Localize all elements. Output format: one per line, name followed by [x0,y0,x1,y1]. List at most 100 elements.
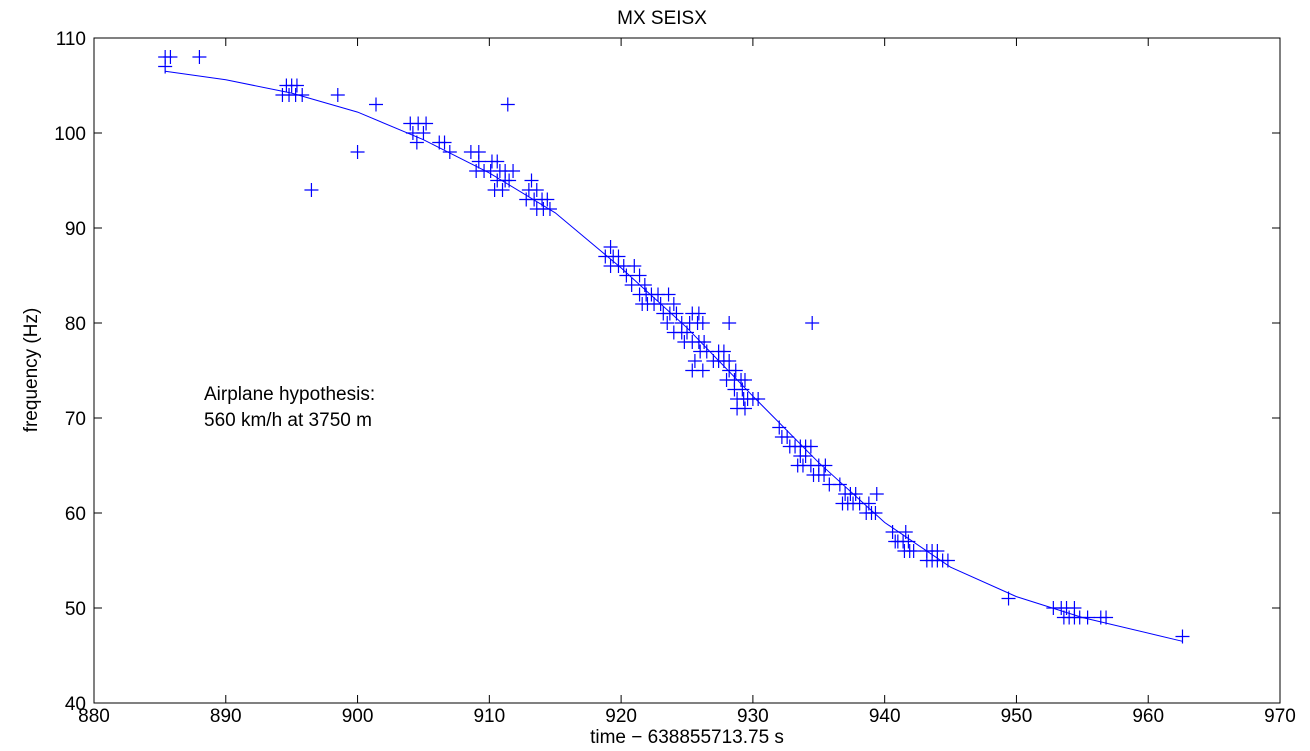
data-point [275,88,290,102]
y-tick-label: 60 [65,504,86,525]
x-tick-label: 880 [78,706,110,727]
data-point [490,154,505,169]
data-point [669,306,684,321]
x-axis: 880 890 900 910 920 930 940 950 960 970 [78,38,1296,727]
data-point [737,401,752,416]
data-point [687,354,702,368]
data-point [437,135,452,150]
x-tick-label: 900 [342,706,374,727]
data-point [603,240,618,254]
data-point [619,268,634,283]
data-point [330,88,345,102]
data-point [637,278,652,292]
data-point [632,268,647,283]
x-tick-label: 920 [605,706,637,727]
x-tick-label: 950 [1001,706,1033,727]
fit-curve [165,70,1183,642]
data-point [409,135,424,150]
data-point [737,373,752,387]
data-points-layer [158,50,1190,644]
data-point [735,382,750,397]
data-point [158,59,173,74]
x-tick-label: 930 [737,706,769,727]
fit-curve-layer [165,70,1183,642]
data-point [540,192,555,207]
data-point [722,316,737,330]
hypothesis-annotation: Airplane hypothesis: 560 km/h at 3750 m [204,384,375,431]
y-axis-label: frequency (Hz) [21,308,42,433]
data-point [192,50,207,64]
data-point [680,325,694,340]
data-point [442,145,457,159]
data-point [1175,629,1190,644]
x-tick-label: 910 [473,706,505,727]
x-axis-label: time − 638855713.75 s [590,727,784,748]
data-point [661,287,676,302]
data-point [1080,610,1095,625]
plot-frame [93,37,1281,704]
y-tick-label: 70 [65,409,86,430]
x-tick-label: 970 [1264,706,1296,727]
data-point [1099,610,1114,625]
data-point [524,173,539,188]
data-point [416,126,431,140]
data-point [848,487,863,501]
data-point [906,544,921,558]
data-point [495,183,510,197]
data-point [805,316,820,330]
data-point [295,88,310,102]
data-point [728,363,743,378]
data-point [901,534,916,549]
data-point [780,430,795,444]
data-point [666,297,681,311]
data-point [885,525,900,539]
data-point [502,173,517,188]
data-point [751,392,766,406]
data-point [868,506,883,520]
data-point [818,458,833,473]
y-tick-label: 90 [65,219,86,240]
data-point [542,202,557,216]
data-point [529,183,544,197]
data-point [653,297,668,311]
data-point [419,116,434,131]
data-point [817,468,832,482]
data-point [304,183,319,197]
data-point [163,50,178,64]
y-tick-label: 110 [56,29,86,50]
y-tick-label: 50 [65,599,86,620]
data-point [369,97,384,112]
data-point [1001,591,1016,606]
data-point [888,534,903,549]
annotation-line-2: 560 km/h at 3750 m [204,410,372,431]
data-point [627,259,642,273]
data-point [869,487,884,501]
data-point [861,496,876,511]
data-point [898,525,913,539]
data-point [660,316,675,330]
data-point [940,553,955,568]
annotation-line-1: Airplane hypothesis: [204,384,375,405]
data-point [803,439,818,454]
y-tick-label: 100 [54,124,86,145]
data-point [471,154,486,169]
y-tick-label: 40 [65,694,86,715]
data-point [697,335,712,349]
data-point [685,363,700,378]
y-axis: 40 50 60 70 80 90 100 110 [54,29,1280,715]
x-tick-label: 960 [1132,706,1164,727]
data-point [624,278,639,292]
data-point [699,344,714,359]
data-point [500,97,515,112]
y-tick-label: 80 [65,314,86,335]
data-point [695,316,710,330]
data-point [350,145,365,159]
x-tick-label: 940 [869,706,901,727]
chart-title: MX SEISX [617,8,707,29]
data-point [772,420,787,435]
data-point [832,477,847,492]
x-tick-label: 890 [210,706,242,727]
data-point [506,164,521,178]
data-point [289,78,304,93]
